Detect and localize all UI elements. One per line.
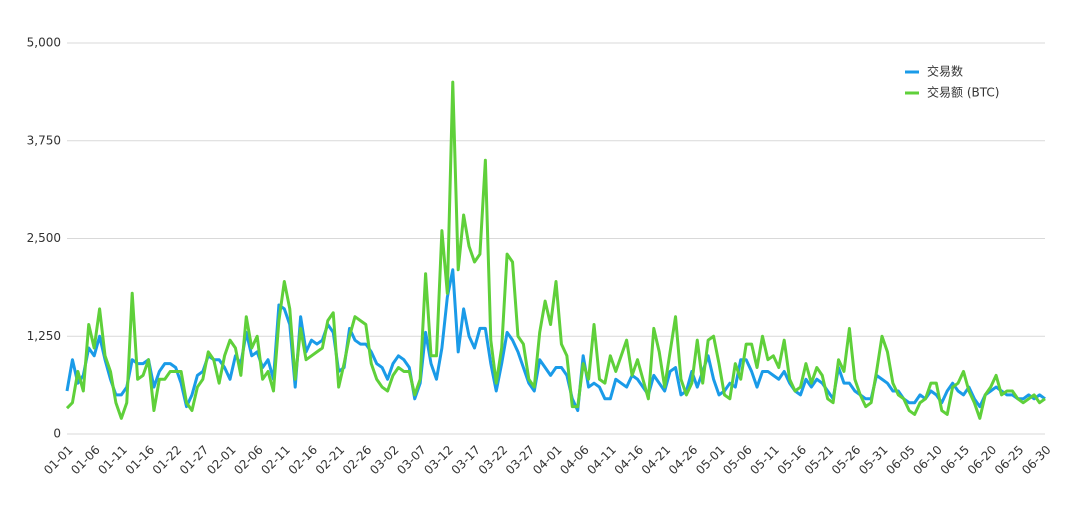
x-tick-label: 04-26 (666, 443, 701, 478)
x-tick-label: 03-22 (476, 443, 511, 478)
x-tick-label: 06-05 (883, 443, 918, 478)
x-tick-label: 05-06 (720, 443, 755, 478)
x-tick-label: 05-01 (693, 443, 728, 478)
x-tick-label: 01-27 (177, 443, 212, 478)
x-tick-label: 02-11 (258, 443, 293, 478)
x-tick-label: 03-12 (421, 443, 456, 478)
x-tick-label: 01-22 (150, 443, 185, 478)
series-line (65, 268, 1046, 413)
x-tick-label: 01-06 (68, 443, 103, 478)
x-tick-label: 04-01 (530, 443, 565, 478)
x-tick-label: 01-16 (123, 443, 158, 478)
x-tick-label: 06-10 (910, 443, 945, 478)
y-tick-label: 1,250 (27, 329, 61, 343)
x-tick-label: 03-17 (449, 443, 484, 478)
x-tick-label: 01-11 (95, 443, 130, 478)
x-tick-label: 04-16 (612, 443, 647, 478)
y-tick-label: 5,000 (27, 36, 61, 50)
x-tick-label: 01-01 (41, 443, 76, 478)
x-tick-label: 05-11 (747, 443, 782, 478)
x-tick-label: 05-16 (775, 443, 810, 478)
x-tick-label: 06-25 (992, 443, 1027, 478)
x-tick-label: 06-15 (938, 443, 973, 478)
x-tick-label: 03-02 (367, 443, 402, 478)
legend-label: 交易数 (927, 64, 963, 79)
x-tick-label: 02-01 (204, 443, 239, 478)
x-tick-label: 02-16 (286, 443, 321, 478)
x-tick-label: 02-06 (231, 443, 266, 478)
legend-label: 交易额 (BTC) (927, 85, 999, 100)
x-tick-label: 03-27 (503, 443, 538, 478)
x-tick-label: 02-26 (340, 443, 375, 478)
series-line (65, 80, 1046, 420)
x-tick-label: 03-07 (394, 443, 429, 478)
x-tick-label: 02-21 (313, 443, 348, 478)
x-tick-label: 05-21 (802, 443, 837, 478)
x-tick-label: 06-30 (1019, 443, 1054, 478)
y-tick-label: 2,500 (27, 231, 61, 245)
y-tick-label: 0 (53, 427, 61, 441)
x-tick-label: 04-21 (639, 443, 674, 478)
x-tick-label: 04-11 (584, 443, 619, 478)
x-tick-label: 05-26 (829, 443, 864, 478)
x-tick-label: 05-31 (856, 443, 891, 478)
y-tick-label: 3,750 (27, 133, 61, 147)
x-tick-label: 06-20 (965, 443, 1000, 478)
x-tick-label: 04-06 (557, 443, 592, 478)
